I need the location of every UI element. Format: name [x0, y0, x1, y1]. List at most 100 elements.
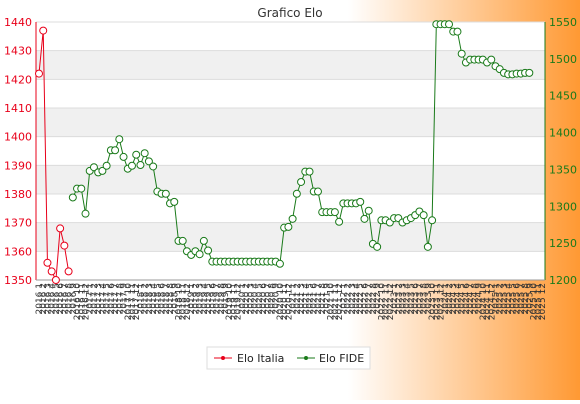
- data-point-elo-fide: [288, 214, 297, 223]
- legend-box: [206, 346, 371, 370]
- x-tick-label: 2020 10: [276, 283, 286, 320]
- x-tick-label: 2023 6: [411, 283, 421, 315]
- data-point-elo-fide: [423, 242, 432, 251]
- data-point-elo-fide: [292, 189, 301, 198]
- x-tick-label: 2018 4: [149, 283, 159, 315]
- x-tick-label: 2019 12: [234, 283, 244, 320]
- x-tick-label: 2023 8: [420, 283, 430, 315]
- data-point-elo-fide: [89, 163, 98, 172]
- chart-title: Grafico Elo: [257, 6, 322, 20]
- x-tick-label: 2017 1: [86, 283, 96, 315]
- series-layer: [35, 20, 534, 284]
- x-tick-label: 2019 6: [208, 283, 218, 315]
- data-point-elo-italia: [51, 276, 60, 284]
- x-tick-label: 2018 5: [153, 283, 163, 315]
- x-tick-label: 2019 4: [200, 283, 210, 315]
- x-tick-label: 2016 5: [52, 283, 62, 315]
- x-tick-label: 2019 3: [196, 283, 206, 315]
- x-tick-label: 2023 10: [428, 283, 438, 320]
- x-tick-label: 2020 12: [284, 283, 294, 320]
- x-tick-label: 2021 10: [327, 283, 337, 320]
- x-tick-label: 2020 3: [246, 283, 256, 315]
- data-point-elo-fide: [297, 177, 306, 186]
- x-tick-label: 2022 8: [369, 283, 379, 315]
- series-elo-italia: [35, 26, 73, 284]
- x-tick-label: 2018 3: [145, 283, 155, 315]
- x-tick-label: 2022 2: [344, 283, 354, 315]
- x-tick-label: 2023 2: [394, 283, 404, 315]
- left-tick-label: 1390: [4, 159, 32, 172]
- data-point-elo-fide: [487, 55, 496, 64]
- left-tick-label: 1350: [4, 274, 32, 287]
- x-tick-label: 2020 4: [251, 283, 261, 315]
- x-tick-label: 2019 2: [191, 283, 201, 315]
- x-tick-label: 2017 6: [107, 283, 117, 315]
- x-tick-label: 2018 1: [136, 283, 146, 315]
- left-tick-label: 1380: [4, 188, 32, 201]
- x-tick-label: 2022 5: [356, 283, 366, 315]
- data-point-elo-fide: [428, 216, 437, 225]
- data-point-elo-fide: [419, 211, 428, 220]
- legend-marker-elo-italia: [221, 356, 225, 360]
- series-elo-fide: [68, 20, 534, 268]
- left-tick-label: 1440: [4, 16, 32, 29]
- data-point-elo-fide: [149, 162, 158, 171]
- x-tick-label: 2017 2: [90, 283, 100, 315]
- data-point-elo-fide: [68, 193, 77, 202]
- x-tick-label: 2021 1: [289, 283, 299, 315]
- x-tick-label: 2023 11: [432, 283, 442, 320]
- x-tick-label: 2018 11: [179, 283, 189, 320]
- x-tick-label: 2025 2: [496, 283, 506, 315]
- x-tick-label: 2022 4: [352, 283, 362, 315]
- x-tick-label: 2025 4: [504, 283, 514, 315]
- x-tick-label: 2022 6: [360, 283, 370, 315]
- data-point-elo-fide: [140, 149, 149, 158]
- data-point-elo-fide: [170, 197, 179, 206]
- left-tick-label: 1420: [4, 73, 32, 86]
- data-point-elo-fide: [199, 236, 208, 245]
- x-tick-label: 2025 5: [508, 283, 518, 315]
- right-y-axis: 1200 1250 1300 1350 1400 1450 1500 1550: [544, 16, 577, 287]
- data-point-elo-fide: [204, 246, 213, 255]
- data-point-elo-italia: [47, 267, 56, 276]
- x-tick-label: 2017 10: [124, 283, 134, 320]
- data-point-elo-fide: [457, 49, 466, 58]
- x-tick-label: 2020 9: [272, 283, 282, 315]
- x-tick-label: 2016 11: [77, 283, 87, 320]
- x-tick-label: 2025 9: [525, 283, 535, 315]
- data-point-elo-fide: [364, 206, 373, 215]
- data-point-elo-fide: [373, 242, 382, 251]
- chart-legend: Elo Italia Elo FIDE: [206, 346, 371, 370]
- x-tick-label: 2022 12: [386, 283, 396, 320]
- left-tick-label: 1430: [4, 45, 32, 58]
- x-tick-label: 2025 6: [513, 283, 523, 315]
- data-point-elo-fide: [330, 208, 339, 217]
- x-tick-label: 2022 7: [365, 283, 375, 315]
- x-tick-label: 2017 7: [111, 283, 121, 315]
- x-tick-label: 2023 1: [390, 283, 400, 315]
- data-point-elo-fide: [335, 217, 344, 226]
- x-tick-label: 2019 8: [217, 283, 227, 315]
- x-tick-label: 2016 10: [73, 283, 83, 320]
- x-tick-label: 2016 2: [39, 283, 49, 315]
- x-tick-label: 2024 10: [479, 283, 489, 320]
- x-tick-label: 2019 11: [229, 283, 239, 320]
- x-tick-label: 2020 6: [259, 283, 269, 315]
- data-point-elo-italia: [43, 258, 52, 267]
- x-tick-label: 2024 4: [453, 283, 463, 315]
- data-point-elo-fide: [132, 150, 141, 159]
- right-tick-label: 1350: [549, 163, 577, 176]
- x-tick-label: 2017 8: [115, 283, 125, 315]
- data-point-elo-italia: [60, 241, 69, 250]
- data-point-elo-italia: [64, 267, 73, 276]
- data-point-elo-italia: [39, 26, 48, 35]
- x-tick-label: 2017 12: [132, 283, 142, 320]
- x-tick-label: 2017 4: [98, 283, 108, 315]
- x-tick-label: 2016 8: [65, 283, 75, 315]
- x-tick-label: 2016 4: [48, 283, 58, 315]
- data-point-elo-fide: [81, 209, 90, 218]
- x-tick-label: 2016 6: [56, 283, 66, 315]
